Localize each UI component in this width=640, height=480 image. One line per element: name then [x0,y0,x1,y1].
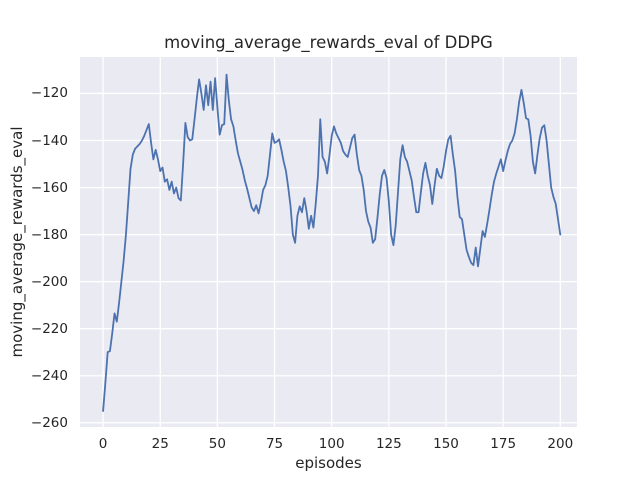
y-tick-label: −160 [30,179,68,196]
chart-title: moving_average_rewards_eval of DDPG [164,33,493,52]
x-tick-label: 175 [490,436,517,452]
series-line [102,73,562,412]
y-tick-label: −260 [30,414,68,431]
plot-background [80,57,577,427]
x-tick-label: 150 [433,436,459,452]
x-tick-label: 200 [547,436,574,452]
y-tick-label: −240 [30,367,68,384]
x-axis-label: episodes [295,454,362,472]
x-tick-label: 50 [208,436,226,452]
plot-area [80,57,577,427]
y-tick-label: −200 [30,273,68,290]
y-tick-label: −180 [30,226,68,243]
x-tick-label: 75 [265,436,284,452]
x-tick-label: 100 [318,436,345,452]
x-tick-label: 25 [151,436,169,452]
y-tick-label: −120 [30,85,68,102]
x-tick-label: 0 [98,436,108,452]
y-tick-label: −220 [30,320,68,337]
x-tick-label: 125 [375,436,402,452]
y-tick-label: −140 [30,132,68,149]
gridlines [80,57,577,427]
